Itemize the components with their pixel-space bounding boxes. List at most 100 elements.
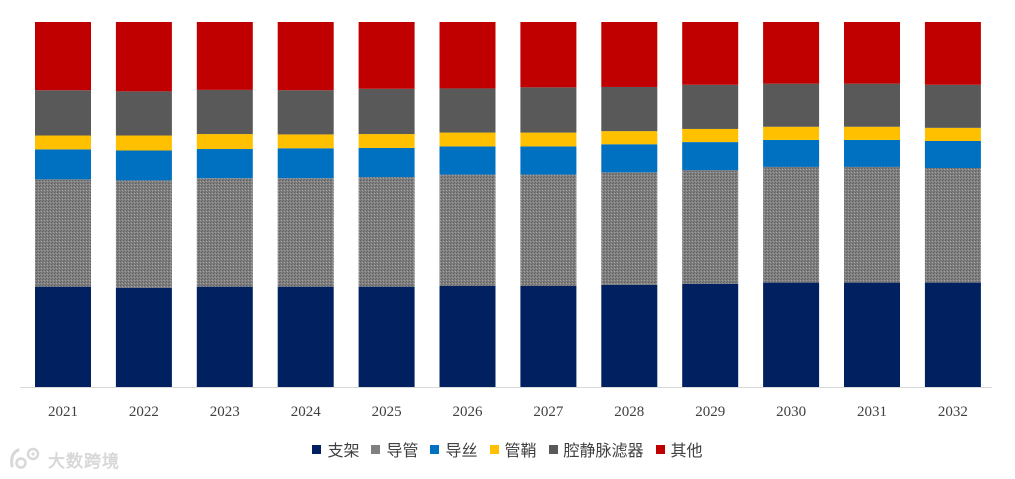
x-tick-label: 2031	[857, 404, 887, 420]
legend-swatch	[430, 444, 440, 454]
watermark: 大数跨境	[8, 446, 120, 472]
bar-segment-2022-4	[115, 91, 172, 136]
bar-segment-2028-1	[601, 172, 658, 285]
x-tick-label: 2026	[453, 404, 484, 420]
legend-label: 导丝	[445, 441, 478, 460]
x-tick-label: 2025	[372, 404, 402, 420]
legend-item: 腔静脉滤器	[548, 437, 644, 461]
bar-segment-2031-1	[844, 166, 900, 283]
bar-segment-2026-0	[439, 285, 496, 387]
bar-segment-2026-3	[439, 132, 496, 147]
x-tick-label: 2028	[614, 404, 644, 420]
bar-segment-2028-0	[601, 284, 658, 387]
bar-segment-2028-4	[601, 86, 658, 132]
bar-segment-2022-3	[115, 135, 172, 151]
legend-label: 腔静脉滤器	[563, 441, 644, 460]
bar-segment-2032-3	[924, 127, 981, 141]
legend-swatch	[548, 444, 558, 454]
bar-segment-2023-1	[196, 178, 253, 287]
x-tick-label: 2024	[291, 404, 322, 420]
bar-segment-2022-2	[115, 150, 172, 181]
legend-swatch	[371, 444, 381, 454]
bar-segment-2029-5	[682, 22, 739, 85]
bar-segment-2031-2	[844, 139, 900, 167]
bar-segment-2024-5	[277, 22, 334, 91]
bar-segment-2023-3	[196, 134, 253, 150]
legend-swatch	[655, 444, 665, 454]
legend-item: 导丝	[430, 437, 478, 461]
bar-segment-2026-5	[439, 22, 496, 89]
bar-segment-2024-2	[277, 148, 334, 179]
bar-segment-2024-3	[277, 134, 334, 149]
x-tick-label: 2032	[938, 404, 968, 420]
bar-segment-2022-5	[115, 22, 172, 92]
bar-segment-2027-2	[520, 146, 577, 175]
bar-segment-2031-4	[844, 83, 900, 127]
bar-segment-2030-0	[763, 282, 820, 387]
watermark-text: 大数跨境	[48, 451, 120, 472]
bar-segment-2029-0	[682, 283, 739, 387]
bar-segment-2030-4	[763, 83, 820, 127]
bar-segment-2021-3	[35, 135, 91, 150]
x-tick-label: 2022	[129, 404, 159, 420]
legend-item: 管鞘	[489, 437, 537, 461]
bar-segment-2026-2	[439, 146, 496, 175]
legend-label: 支架	[327, 441, 360, 460]
bar-segment-2025-2	[358, 147, 415, 178]
bar-segment-2021-1	[35, 179, 91, 287]
bar-segment-2022-1	[115, 180, 172, 288]
x-tick-label: 2027	[533, 404, 564, 420]
x-tick-label: 2029	[695, 404, 725, 420]
bar-segment-2027-5	[520, 22, 577, 88]
legend-label: 导管	[386, 441, 419, 460]
bar-segment-2029-4	[682, 84, 739, 129]
bar-segment-2030-1	[763, 166, 820, 283]
bar-segment-2021-0	[35, 286, 91, 388]
bar-segment-2032-4	[924, 84, 981, 128]
bar-segment-2028-5	[601, 22, 658, 87]
bar-segment-2023-5	[196, 22, 253, 90]
bar-segment-2022-0	[115, 287, 172, 387]
bars-group	[35, 22, 981, 388]
bar-segment-2023-4	[196, 89, 253, 135]
legend-label: 管鞘	[504, 441, 537, 460]
bar-segment-2030-2	[763, 139, 820, 167]
bar-segment-2021-5	[35, 22, 91, 91]
bar-segment-2021-2	[35, 149, 91, 180]
bar-segment-2030-5	[763, 22, 820, 84]
bar-segment-2029-2	[682, 142, 739, 171]
bar-segment-2025-3	[358, 134, 415, 148]
legend-item: 其他	[655, 437, 703, 461]
bar-segment-2032-5	[924, 22, 981, 85]
legend: 支架 导管 导丝 管鞘 腔静脉滤器 其他	[0, 437, 1015, 461]
bar-segment-2025-4	[358, 88, 415, 135]
bar-segment-2024-1	[277, 178, 334, 287]
bar-segment-2030-3	[763, 126, 820, 140]
bar-segment-2029-3	[682, 128, 739, 143]
bar-segment-2025-5	[358, 22, 415, 89]
x-tick-labels: 2021 2022 2023 2024 2025 2026 2027 2028 2029 2030…	[48, 404, 968, 420]
bar-segment-2024-4	[277, 90, 334, 135]
bar-segment-2032-0	[924, 282, 981, 387]
bar-segment-2031-0	[844, 282, 900, 387]
x-tick-label: 2021	[48, 404, 78, 420]
bar-segment-2027-1	[520, 174, 577, 286]
bar-segment-2026-4	[439, 88, 496, 133]
bar-segment-2025-1	[358, 177, 415, 287]
bar-segment-2024-0	[277, 286, 334, 388]
x-tick-label: 2023	[210, 404, 240, 420]
bar-segment-2025-0	[358, 286, 415, 388]
bar-segment-2027-3	[520, 132, 577, 147]
bar-segment-2028-3	[601, 131, 658, 145]
bar-segment-2023-0	[196, 286, 253, 388]
bar-segment-2023-2	[196, 149, 253, 179]
stacked-bar-chart: 2021 2022 2023 2024 2025 2026 2027 2028 2029 2030…	[20, 22, 992, 420]
bar-segment-2027-0	[520, 285, 577, 387]
bar-segment-2028-2	[601, 144, 658, 173]
legend-swatch	[489, 444, 499, 454]
watermark-logo-icon	[10, 447, 40, 469]
bar-segment-2021-4	[35, 90, 91, 136]
bar-segment-2031-5	[844, 22, 900, 84]
bar-segment-2032-1	[924, 168, 981, 283]
x-tick-label: 2030	[776, 404, 806, 420]
